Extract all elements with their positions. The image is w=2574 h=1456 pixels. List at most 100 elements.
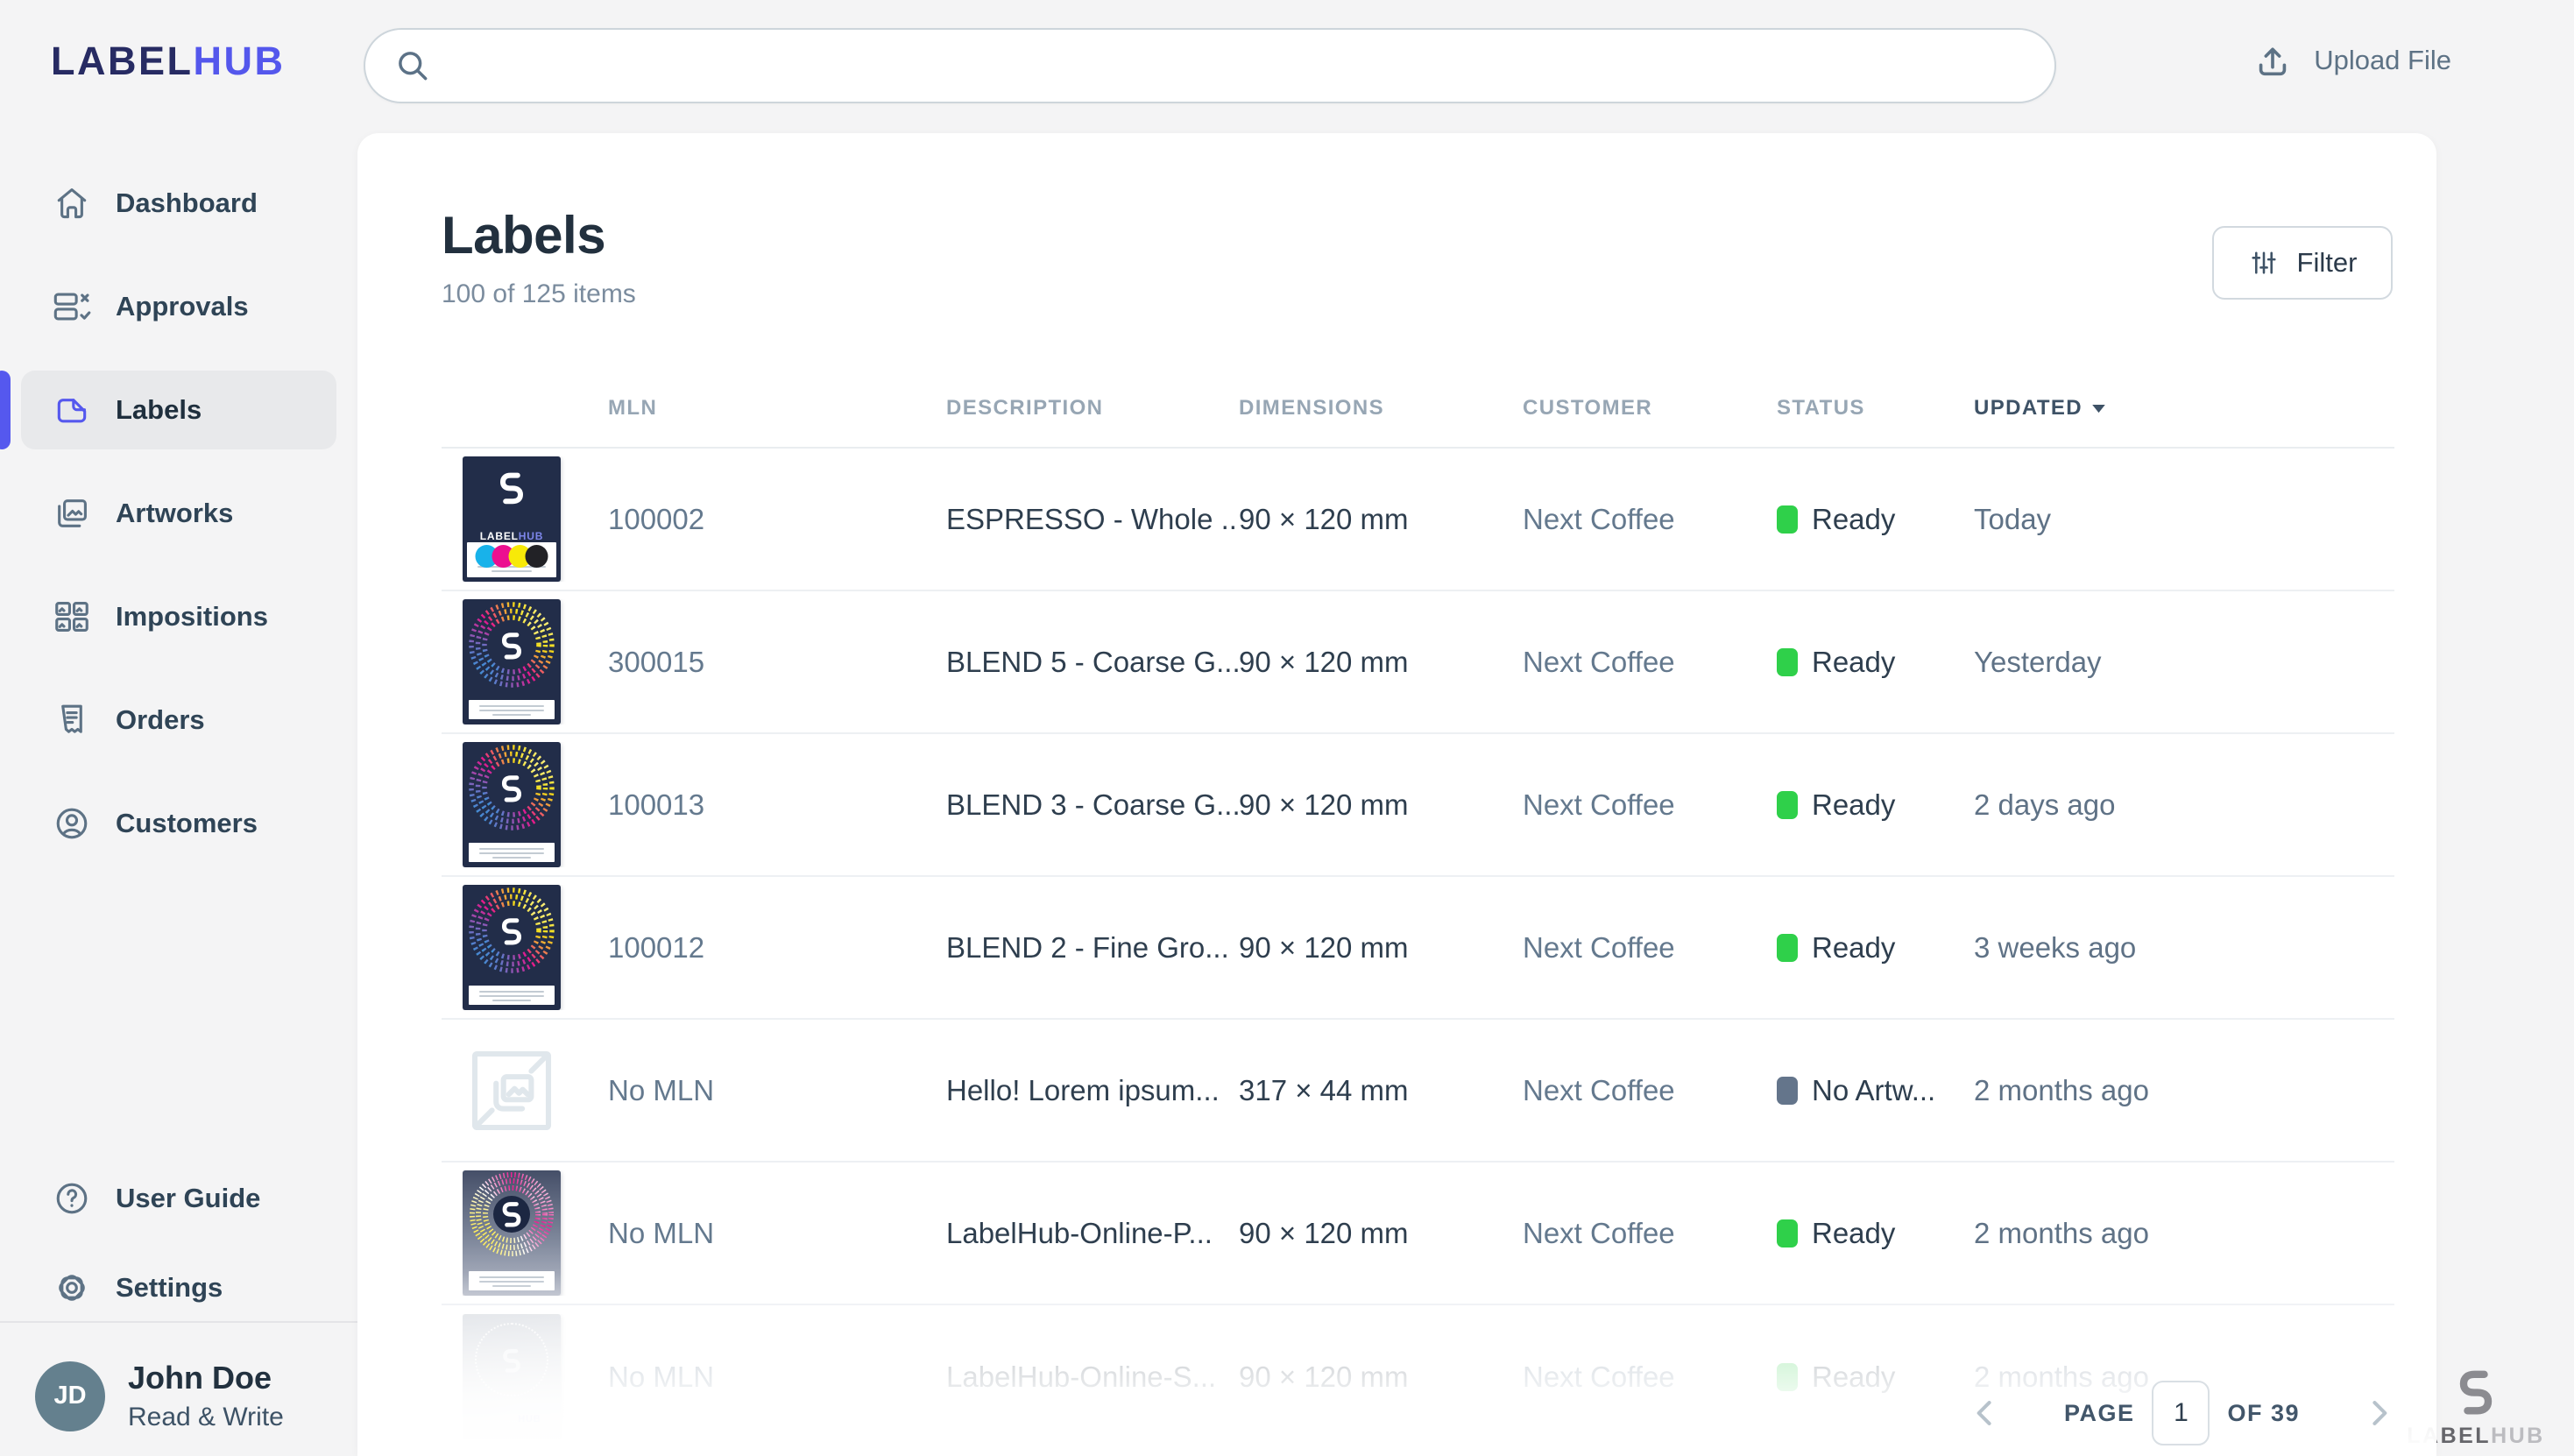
sort-desc-icon: [2092, 404, 2105, 413]
sidebar-item-orders[interactable]: Orders: [21, 681, 336, 760]
label-thumbnail[interactable]: LABELHUB: [463, 1042, 561, 1140]
customers-icon: [56, 808, 88, 839]
table-row[interactable]: LABEL HUB 100002 ESPRESSO - Whole ... 90 …: [442, 449, 2394, 591]
thumb-caption-strip: [469, 843, 555, 862]
thumb-caption-strip: [469, 986, 555, 1005]
mln-cell: No MLN: [608, 1073, 715, 1106]
status-badge: [1777, 1219, 1798, 1247]
search-bar[interactable]: [364, 28, 2056, 103]
dimensions-cell: 90 × 120 mm: [1239, 930, 1409, 964]
dimensions-cell: 317 × 44 mm: [1239, 1073, 1409, 1106]
sidebar: LABELHUB Dashboard Approvals Labels: [0, 0, 357, 1456]
sidebar-item-settings[interactable]: Settings: [21, 1248, 336, 1327]
dimensions-cell: 90 × 120 mm: [1239, 1360, 1409, 1393]
sidebar-item-label: Labels: [116, 394, 202, 425]
label-thumbnail[interactable]: LABELHUB: [463, 599, 561, 724]
halftone-ring-graphic: [469, 887, 555, 973]
mln-cell: No MLN: [608, 1360, 715, 1393]
labels-table: MLN DESCRIPTION DIMENSIONS CUSTOMER STAT…: [442, 370, 2394, 1456]
sidebar-item-label: Dashboard: [116, 187, 258, 218]
user-profile[interactable]: JD John Doe Read & Write: [35, 1360, 284, 1432]
page-label: PAGE: [2063, 1399, 2135, 1426]
labelhub-glyph: [494, 470, 529, 505]
label-thumbnail[interactable]: LABELHUB: [463, 885, 561, 1010]
impositions-grid-icon: [55, 602, 88, 632]
sidebar-item-customers[interactable]: Customers: [21, 784, 336, 863]
sidebar-item-label: Orders: [116, 704, 205, 735]
dimensions-cell: 90 × 120 mm: [1239, 1216, 1409, 1249]
labelhub-glyph: [2451, 1368, 2500, 1417]
status-badge: [1777, 1076, 1798, 1105]
column-header-status[interactable]: STATUS: [1777, 396, 1865, 420]
watermark-label: LABEL: [2407, 1424, 2492, 1448]
upload-icon: [2259, 47, 2287, 76]
column-header-mln[interactable]: MLN: [608, 396, 658, 420]
sidebar-item-user-guide[interactable]: User Guide: [21, 1159, 336, 1238]
sidebar-item-artworks[interactable]: Artworks: [21, 474, 336, 553]
updated-cell: 3 weeks ago: [1974, 930, 2137, 964]
updated-cell: 2 months ago: [1974, 1216, 2149, 1249]
thumb-caption-strip: [469, 1271, 555, 1290]
user-name: John Doe: [128, 1360, 272, 1396]
table-row[interactable]: LABELHUB 100013 BLEND 3 - Coarse G... 90…: [442, 734, 2394, 877]
label-thumbnail[interactable]: LABELHUB: [463, 1170, 561, 1296]
sidebar-item-approvals[interactable]: Approvals: [21, 267, 336, 346]
mln-cell: 100002: [608, 502, 705, 535]
next-page-icon[interactable]: [2359, 1394, 2398, 1432]
table-row[interactable]: LABELHUB 100012 BLEND 2 - Fine Gro... 90…: [442, 877, 2394, 1020]
label-thumbnail[interactable]: LABELHUB: [463, 742, 561, 867]
status-cell: No Artw...: [1777, 1074, 1974, 1107]
status-badge: [1777, 790, 1798, 819]
updated-cell: 2 months ago: [1974, 1073, 2149, 1106]
status-badge: [1777, 505, 1798, 534]
mln-cell: 100013: [608, 788, 705, 821]
previous-page-icon[interactable]: [1966, 1394, 2005, 1432]
status-cell: Ready: [1777, 788, 1974, 822]
search-input[interactable]: [432, 30, 2054, 102]
image-placeholder-icon: [471, 1050, 552, 1130]
column-header-description[interactable]: DESCRIPTION: [946, 396, 1104, 420]
gear-icon: [59, 1275, 85, 1301]
sidebar-item-label: Approvals: [116, 291, 249, 322]
labelhub-glyph: [497, 631, 527, 661]
label-file-icon: [57, 399, 87, 423]
customer-cell: Next Coffee: [1523, 1360, 1675, 1393]
labelhub-watermark: LABELHUB: [2397, 1368, 2555, 1449]
thumb-caption-strip: [469, 700, 555, 719]
sidebar-item-dashboard[interactable]: Dashboard: [21, 164, 336, 243]
halftone-ring-graphic: [469, 602, 555, 688]
avatar: JD: [35, 1361, 105, 1431]
table-row[interactable]: LABELHUB No MLN LabelHub-Online-P... 90 …: [442, 1163, 2394, 1305]
status-cell: Ready: [1777, 646, 1974, 679]
mln-cell: No MLN: [608, 1216, 715, 1249]
filter-button[interactable]: Filter: [2212, 226, 2393, 300]
table-row[interactable]: LABELHUB 300015 BLEND 5 - Coarse G... 90…: [442, 591, 2394, 734]
status-badge: [1777, 1362, 1798, 1391]
upload-file-button[interactable]: Upload File: [2252, 40, 2451, 81]
sidebar-item-labels[interactable]: Labels: [0, 371, 336, 449]
sidebar-item-label: Artworks: [116, 498, 234, 528]
page-number-input[interactable]: [2152, 1381, 2210, 1445]
app-logo: LABELHUB: [51, 39, 286, 84]
customer-cell: Next Coffee: [1523, 645, 1675, 678]
table-row[interactable]: LABELHUB No MLN Hello! Lorem ipsum... 31…: [442, 1020, 2394, 1163]
sidebar-item-impositions[interactable]: Impositions: [21, 577, 336, 656]
table-header-row: MLN DESCRIPTION DIMENSIONS CUSTOMER STAT…: [442, 370, 2394, 449]
description-cell: BLEND 3 - Coarse G...: [946, 788, 1239, 821]
customer-cell: Next Coffee: [1523, 1073, 1675, 1106]
sidebar-item-label: Settings: [116, 1272, 223, 1303]
column-header-dimensions[interactable]: DIMENSIONS: [1239, 396, 1385, 420]
mln-cell: 300015: [608, 645, 705, 678]
page-title: Labels: [442, 206, 606, 265]
column-header-updated[interactable]: UPDATED: [1974, 396, 2394, 421]
status-badge: [1777, 647, 1798, 676]
column-header-customer[interactable]: CUSTOMER: [1523, 396, 1653, 420]
status-cell: Ready: [1777, 503, 1974, 536]
updated-cell: 2 days ago: [1974, 788, 2116, 821]
description-cell: BLEND 2 - Fine Gro...: [946, 930, 1229, 964]
item-count: 100 of 125 items: [442, 279, 636, 308]
